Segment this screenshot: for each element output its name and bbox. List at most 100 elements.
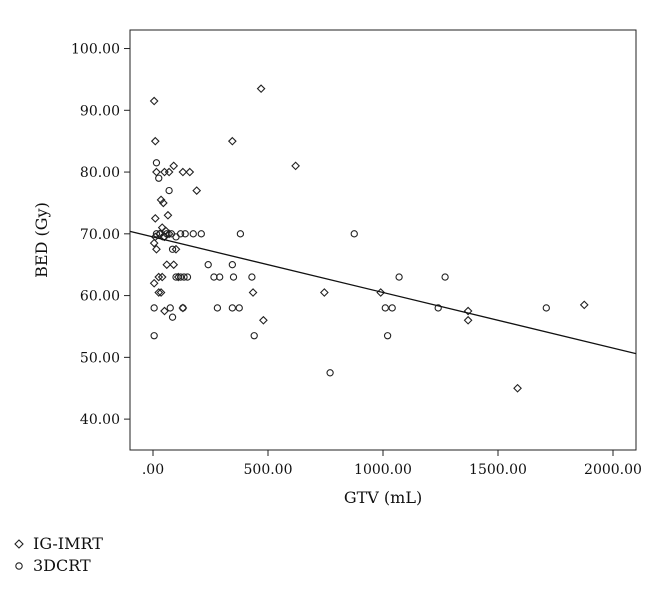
ig-imrt-point (149, 238, 159, 248)
3dcrt-point (248, 273, 256, 281)
ig-imrt-point (513, 383, 522, 393)
ig-imrt-point (463, 315, 473, 325)
3dcrt-point (228, 304, 236, 312)
3dcrt-point (152, 159, 161, 167)
ig-imrt-point (150, 136, 160, 146)
ig-imrt-point (164, 229, 174, 239)
ig-imrt-point (152, 167, 161, 177)
ig-imrt-point (157, 272, 167, 282)
3dcrt-point (166, 304, 174, 312)
3dcrt-point (168, 245, 177, 253)
y-tick-label: 70.00 (80, 227, 120, 243)
ig-imrt-point (160, 306, 169, 316)
x-axis-title: GTV (mL) (344, 488, 422, 507)
3dcrt-point (326, 369, 334, 377)
ig-imrt-point (156, 288, 166, 297)
3dcrt-point (204, 261, 212, 269)
ig-imrt-point (150, 214, 160, 223)
3dcrt-point (189, 230, 197, 238)
ig-imrt-point (158, 198, 168, 208)
ig-imrt-point (248, 288, 258, 297)
ig-imrt-point (149, 96, 159, 106)
x-tick-label: 500.00 (244, 462, 293, 478)
y-axis: 40.00 50.00 60.00 70.00 80.00 90.00 100.00 (71, 42, 130, 428)
3dcrt-point (381, 304, 389, 312)
legend-label-3dcrt: 3DCRT (33, 556, 91, 575)
ig-imrt-point (319, 288, 329, 297)
3dcrt-point (434, 304, 442, 312)
y-tick-label: 80.00 (80, 165, 120, 181)
ig-imrt-point (192, 186, 202, 195)
ig-imrt-point (256, 84, 266, 94)
3dcrt-point (179, 304, 187, 312)
3dcrt-point (250, 332, 258, 340)
3dcrt-point (213, 304, 222, 312)
3dcrt-point (163, 230, 171, 238)
ig-imrt-point (164, 167, 174, 177)
ig-imrt-point (156, 195, 166, 205)
x-tick-label: 2000.00 (584, 462, 642, 478)
3dcrt-point (165, 186, 173, 195)
ig-imrt-point (463, 306, 473, 316)
legend: IG-IMRT 3DCRT (14, 534, 103, 575)
legend-label-ig-imrt: IG-IMRT (33, 534, 103, 553)
3dcrt-point (155, 174, 163, 182)
3dcrt-point (395, 273, 403, 281)
3dcrt-point (216, 273, 224, 281)
3dcrt-point (235, 304, 243, 312)
x-tick-label: 1500.00 (469, 462, 527, 478)
y-tick-label: 50.00 (80, 350, 120, 366)
legend-item-ig-imrt: IG-IMRT (14, 534, 103, 553)
y-tick-label: 90.00 (80, 103, 120, 119)
3dcrt-point (388, 304, 396, 312)
x-tick-label: .00 (142, 462, 164, 478)
3dcrt-point (383, 332, 392, 340)
ig-imrt-point (171, 244, 181, 254)
3dcrt-point (183, 273, 192, 281)
3dcrt-point (229, 273, 238, 281)
3dcrt-point (152, 230, 161, 238)
y-tick-label: 60.00 (80, 289, 120, 305)
legend-item-3dcrt: 3DCRT (15, 556, 91, 575)
legend-diamond-marker (14, 539, 24, 549)
ig-imrt-point (185, 167, 195, 177)
ig-imrt-point (259, 315, 268, 325)
3dcrt-point (441, 273, 449, 281)
ig-imrt-point (160, 167, 169, 177)
3dcrt-point (350, 230, 358, 238)
y-tick-label: 40.00 (80, 412, 120, 428)
3dcrt-point (176, 273, 185, 281)
ig-imrt-point (169, 260, 179, 270)
y-tick-label: 100.00 (71, 42, 120, 58)
y-axis-title: BED (Gy) (32, 202, 51, 278)
data-points (149, 84, 589, 393)
ig-imrt-point (152, 244, 161, 254)
ig-imrt-point (163, 210, 173, 220)
3dcrt-point (228, 261, 236, 269)
3dcrt-point (542, 304, 550, 312)
3dcrt-point (172, 273, 180, 281)
ig-imrt-point (154, 288, 164, 297)
ig-imrt-point (579, 300, 589, 310)
ig-imrt-point (227, 136, 237, 146)
legend-circle-marker (15, 562, 23, 570)
ig-imrt-point (162, 260, 172, 270)
x-tick-label: 1000.00 (354, 462, 412, 478)
3dcrt-point (236, 230, 245, 238)
3dcrt-point (150, 304, 158, 312)
ig-imrt-point (149, 278, 159, 288)
ig-imrt-point (178, 167, 188, 177)
ig-imrt-point (291, 161, 300, 171)
plot-frame (129, 29, 637, 451)
trend-line (129, 230, 637, 355)
3dcrt-point (168, 313, 177, 321)
3dcrt-point (197, 230, 205, 238)
ig-imrt-point (169, 161, 179, 171)
x-axis: .00 500.00 1000.00 1500.00 2000.00 (142, 450, 642, 478)
ig-imrt-point (154, 272, 164, 282)
3dcrt-point (150, 332, 158, 340)
3dcrt-point (180, 273, 188, 281)
3dcrt-point (181, 230, 189, 238)
3dcrt-point (176, 230, 185, 238)
